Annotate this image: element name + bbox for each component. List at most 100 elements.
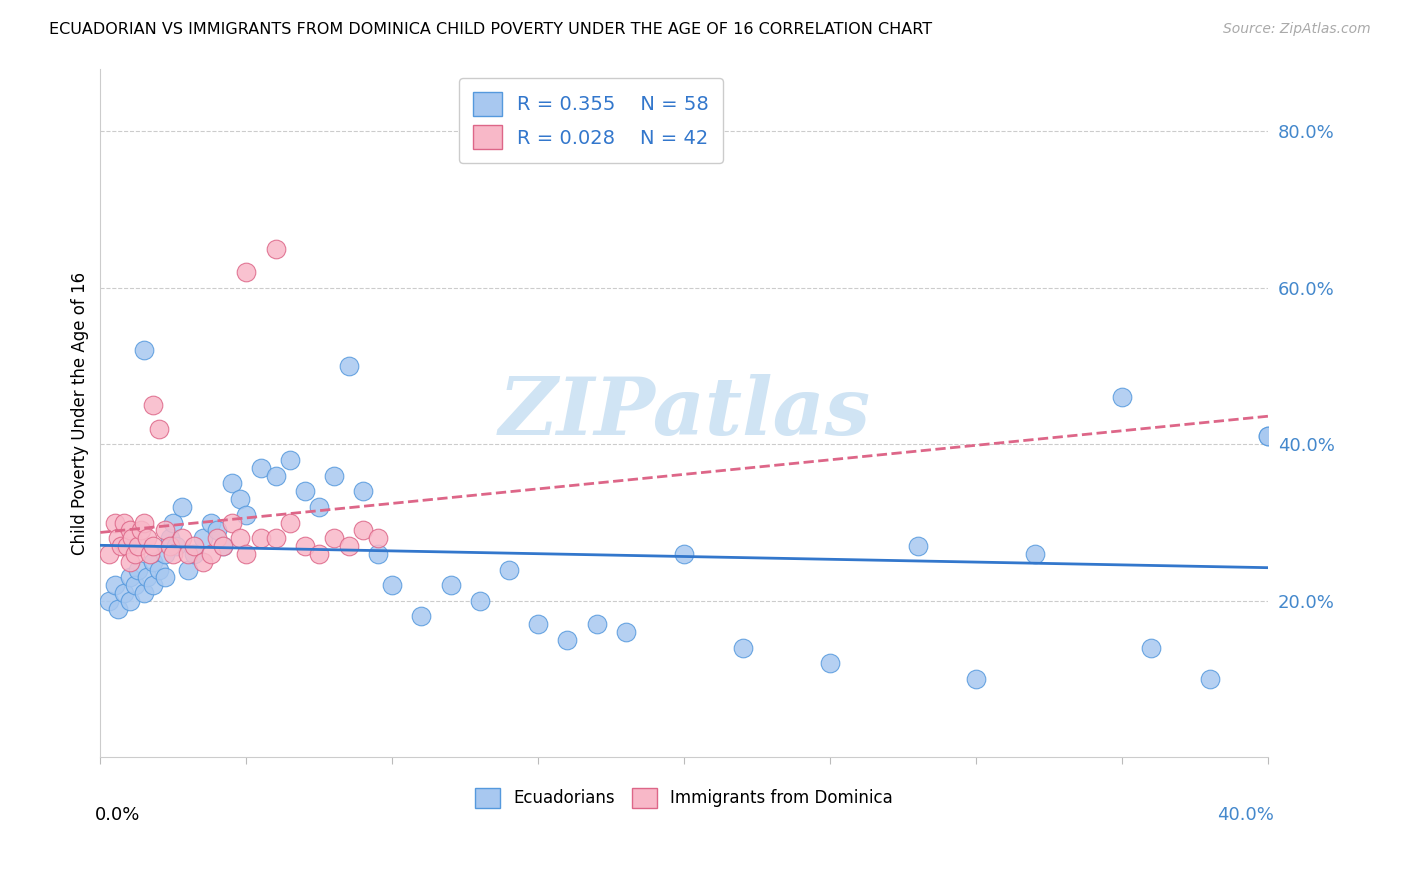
Point [153, 524, 176, 538]
Point [118, 570, 141, 584]
Point [118, 594, 141, 608]
Point [440, 578, 463, 592]
Point [127, 539, 149, 553]
Point [136, 570, 159, 584]
Point [381, 578, 404, 592]
Point [731, 640, 754, 655]
Point [278, 453, 301, 467]
Point [177, 547, 200, 561]
Point [153, 547, 176, 561]
Point [142, 539, 165, 553]
Point [107, 601, 129, 615]
Point [1257, 429, 1279, 443]
Point [124, 547, 146, 561]
Point [177, 562, 200, 576]
Point [142, 398, 165, 412]
Text: ZIPatlas: ZIPatlas [498, 375, 870, 451]
Point [134, 586, 156, 600]
Point [134, 343, 156, 358]
Point [308, 500, 330, 514]
Point [322, 468, 344, 483]
Point [235, 265, 257, 279]
Text: 0.0%: 0.0% [94, 805, 139, 823]
Point [142, 555, 165, 569]
Point [352, 524, 374, 538]
Point [1140, 640, 1163, 655]
Point [907, 539, 929, 553]
Point [367, 547, 389, 561]
Point [221, 516, 243, 530]
Point [818, 657, 841, 671]
Point [527, 617, 550, 632]
Point [229, 491, 252, 506]
Point [411, 609, 433, 624]
Point [191, 555, 214, 569]
Point [352, 484, 374, 499]
Point [183, 547, 205, 561]
Point [337, 539, 360, 553]
Point [136, 531, 159, 545]
Point [264, 242, 287, 256]
Point [112, 516, 135, 530]
Point [129, 524, 152, 538]
Text: 40.0%: 40.0% [1218, 805, 1274, 823]
Point [162, 516, 184, 530]
Point [142, 578, 165, 592]
Point [965, 672, 987, 686]
Point [585, 617, 607, 632]
Point [148, 562, 170, 576]
Point [191, 531, 214, 545]
Point [229, 531, 252, 545]
Point [172, 500, 194, 514]
Point [165, 539, 187, 553]
Point [134, 516, 156, 530]
Point [121, 531, 143, 545]
Point [250, 460, 273, 475]
Point [104, 516, 127, 530]
Point [1198, 672, 1220, 686]
Point [200, 547, 222, 561]
Point [498, 562, 520, 576]
Point [294, 484, 316, 499]
Point [172, 531, 194, 545]
Point [139, 547, 162, 561]
Point [124, 578, 146, 592]
Point [162, 547, 184, 561]
Point [322, 531, 344, 545]
Point [118, 555, 141, 569]
Point [112, 586, 135, 600]
Point [159, 531, 181, 545]
Point [264, 468, 287, 483]
Point [264, 531, 287, 545]
Point [673, 547, 696, 561]
Point [212, 539, 235, 553]
Point [614, 625, 637, 640]
Point [107, 531, 129, 545]
Point [1024, 547, 1046, 561]
Point [148, 422, 170, 436]
Point [127, 562, 149, 576]
Text: ECUADORIAN VS IMMIGRANTS FROM DOMINICA CHILD POVERTY UNDER THE AGE OF 16 CORRELA: ECUADORIAN VS IMMIGRANTS FROM DOMINICA C… [49, 22, 932, 37]
Point [212, 539, 235, 553]
Point [250, 531, 273, 545]
Point [1257, 429, 1279, 443]
Point [205, 531, 228, 545]
Point [367, 531, 389, 545]
Legend: Ecuadorians, Immigrants from Dominica: Ecuadorians, Immigrants from Dominica [465, 778, 903, 818]
Point [235, 508, 257, 522]
Point [468, 594, 491, 608]
Point [98, 594, 121, 608]
Point [200, 516, 222, 530]
Point [557, 632, 579, 647]
Point [294, 539, 316, 553]
Text: Source: ZipAtlas.com: Source: ZipAtlas.com [1223, 22, 1371, 37]
Point [118, 524, 141, 538]
Point [308, 547, 330, 561]
Point [278, 516, 301, 530]
Point [98, 547, 121, 561]
Point [159, 539, 181, 553]
Point [235, 547, 257, 561]
Point [115, 539, 138, 553]
Y-axis label: Child Poverty Under the Age of 16: Child Poverty Under the Age of 16 [72, 271, 89, 555]
Point [153, 570, 176, 584]
